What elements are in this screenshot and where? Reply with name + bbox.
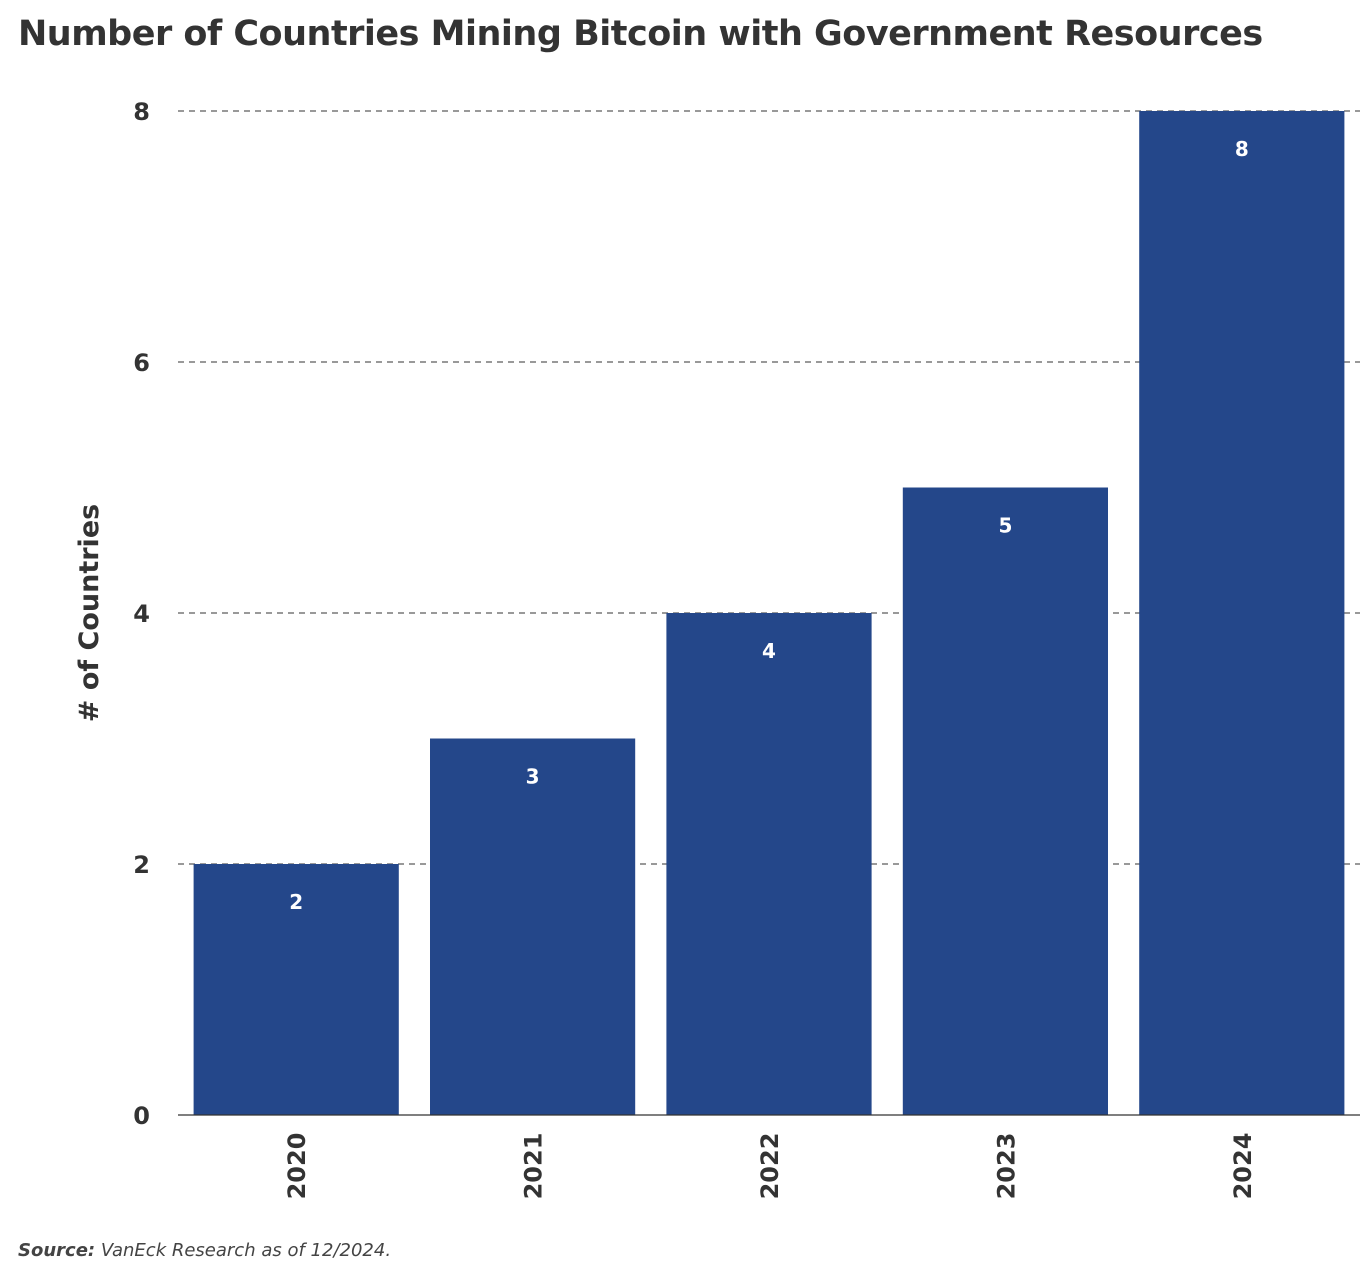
y-tick-label: 4 (133, 600, 150, 628)
source-text: VanEck Research as of 12/2024. (95, 1240, 392, 1261)
bar-2023 (902, 487, 1108, 1115)
bar-2022 (666, 613, 872, 1115)
chart-title: Number of Countries Mining Bitcoin with … (18, 14, 1263, 54)
y-tick-label: 8 (133, 98, 150, 126)
data-label-2020: 2 (289, 890, 303, 914)
bar-2020 (193, 864, 399, 1115)
y-tick-label: 0 (133, 1102, 150, 1130)
x-tick-label: 2022 (756, 1133, 784, 1200)
y-tick-label: 6 (133, 349, 150, 377)
x-tick-label: 2020 (283, 1133, 311, 1200)
y-tick-label: 2 (133, 851, 150, 879)
source-note: Source: VanEck Research as of 12/2024. (18, 1240, 391, 1261)
x-axis-ticks: 2020 2021 2022 2023 2024 (283, 1133, 1257, 1200)
y-axis-label: # of Countries (74, 504, 105, 722)
bar-2021 (430, 738, 636, 1115)
data-label-2022: 4 (762, 639, 776, 663)
y-axis-ticks: 0 2 4 6 8 (133, 98, 150, 1130)
data-label-2023: 5 (998, 514, 1012, 538)
bars: 2 3 4 5 8 (193, 111, 1345, 1115)
bar-2024 (1139, 111, 1345, 1115)
data-label-2024: 8 (1235, 137, 1249, 161)
x-tick-label: 2024 (1229, 1133, 1257, 1200)
data-label-2021: 3 (526, 765, 540, 789)
x-tick-label: 2023 (992, 1133, 1020, 1200)
x-tick-label: 2021 (520, 1133, 548, 1200)
source-label: Source: (18, 1240, 96, 1261)
